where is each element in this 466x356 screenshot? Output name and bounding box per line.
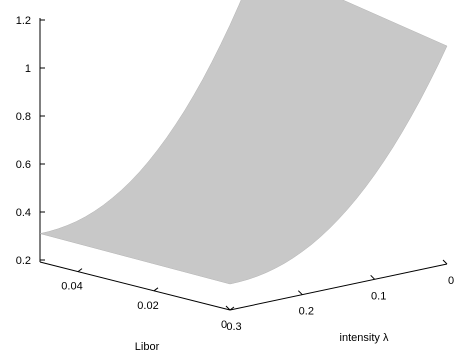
y-tick-mark <box>442 259 448 265</box>
z-tick-label: 0.4 <box>16 207 31 219</box>
x-tick-label: 0 <box>221 319 227 331</box>
x-axis-label: Libor <box>135 341 160 353</box>
y-tick-label: 0.3 <box>226 321 241 333</box>
y-tick-mark <box>370 274 376 280</box>
z-ticks: 0.2 0.4 0.6 0.8 1 1.2 <box>16 15 45 267</box>
y-tick-mark <box>225 305 231 311</box>
y-axis-intensity <box>229 263 448 311</box>
y-ticks: 0 0.1 0.2 0.3 <box>225 259 454 333</box>
x-axis-libor <box>39 261 231 311</box>
x-tick-label: 0.04 <box>61 281 82 293</box>
surface <box>39 0 448 285</box>
z-tick-label: 0.6 <box>16 159 31 171</box>
x-tick-mark <box>229 306 235 311</box>
y-tick-mark <box>297 290 303 296</box>
z-tick-label: 1.2 <box>16 15 31 27</box>
y-tick-label: 0.1 <box>371 290 386 302</box>
y-axis-label: intensity λ <box>340 332 389 344</box>
z-tick-label: 0.2 <box>16 255 31 267</box>
x-ticks: 0 0.02 0.04 <box>61 268 235 331</box>
y-tick-label: 0.2 <box>299 306 314 318</box>
y-tick-label: 0 <box>448 275 454 287</box>
z-tick-label: 1 <box>25 63 31 75</box>
x-tick-mark <box>153 287 159 292</box>
x-tick-mark <box>77 268 83 273</box>
x-tick-label: 0.02 <box>137 300 158 312</box>
z-tick-label: 0.8 <box>16 111 31 123</box>
